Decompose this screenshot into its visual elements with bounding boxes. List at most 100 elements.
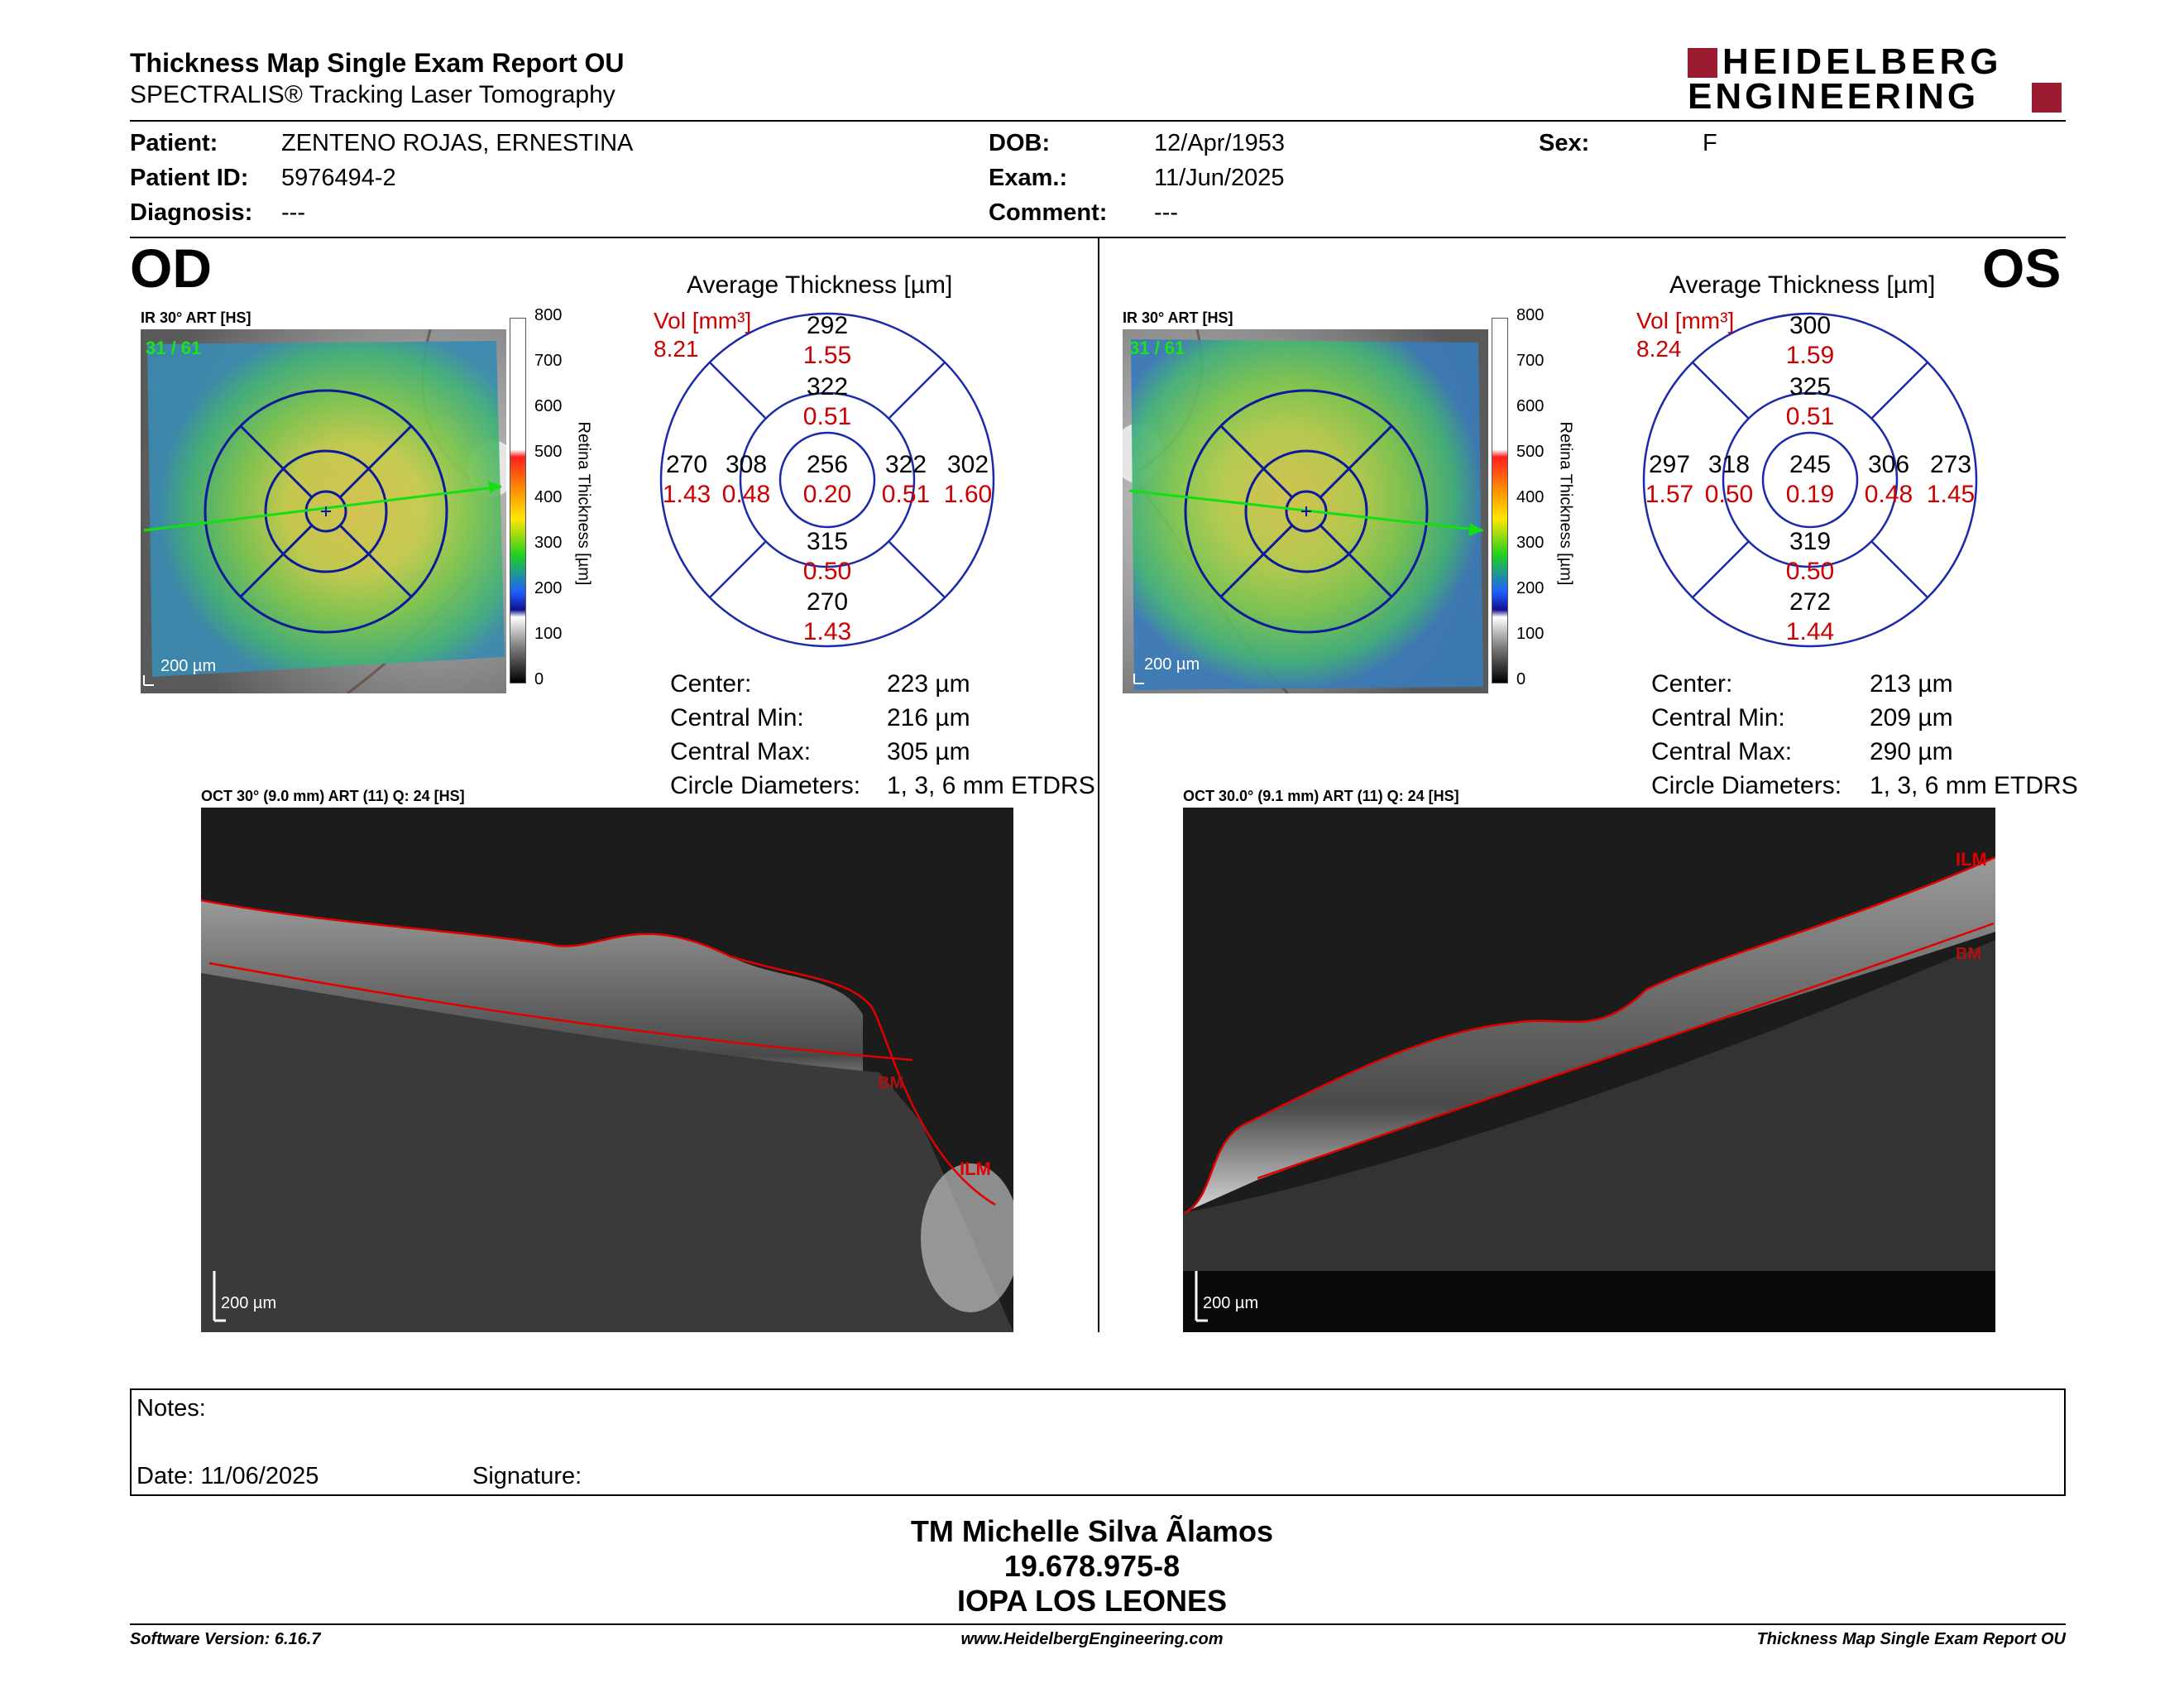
od-outer-left-thickness: 270 (665, 451, 708, 478)
os-inner-top-thickness: 325 (1789, 373, 1832, 400)
os-tick-3: 500 (1516, 443, 1545, 461)
os-tick-7: 100 (1516, 625, 1545, 643)
od-center-label: Center: (670, 670, 752, 698)
os-bm-label: BM (1956, 945, 1982, 963)
os-tick-2: 600 (1516, 397, 1545, 415)
od-tick-0: 800 (534, 306, 563, 324)
od-diam-label: Circle Diameters: (670, 772, 861, 799)
os-ilm-label: ILM (1956, 849, 1987, 870)
os-min-label: Central Min: (1651, 704, 1785, 731)
os-outer-left-volume: 1.57 (1645, 481, 1694, 508)
os-ir-caption: IR 30° ART [HS] (1123, 309, 1233, 326)
os-oct-caption: OCT 30.0° (9.1 mm) ART (11) Q: 24 [HS] (1183, 788, 1459, 804)
od-ir-counter: 31 / 61 (146, 338, 202, 358)
od-tick-6: 200 (534, 579, 563, 597)
logo-line-2: ENGINEERING (1688, 76, 1980, 117)
patient-id: 5976494-2 (281, 165, 396, 191)
os-oct-scan: ILM BM 200 µm (1183, 808, 1996, 1332)
software-version: Software Version: 6.16.7 (130, 1630, 321, 1648)
os-tick-4: 400 (1516, 488, 1545, 506)
logo-square-icon-2 (2032, 83, 2062, 113)
od-tick-2: 600 (534, 397, 563, 415)
od-bm-label: BM (878, 1074, 904, 1092)
os-diam-value: 1, 3, 6 mm ETDRS (1870, 772, 2078, 799)
od-inner-left-thickness: 308 (725, 451, 768, 478)
signature-label: Signature: (472, 1463, 582, 1489)
od-tick-4: 400 (534, 488, 563, 506)
comment-value: --- (1154, 199, 1178, 226)
od-center-value: 223 µm (887, 670, 970, 698)
os-vol-label: Vol [mm³] (1636, 308, 1735, 333)
heidelberg-logo: HEIDELBERG ENGINEERING (1688, 43, 2068, 117)
os-avg-title: Average Thickness [µm] (1669, 271, 1936, 299)
od-colorbar-ticks: 800 700 600 500 400 300 200 100 0 (534, 306, 568, 695)
notes-date: Date: 11/06/2025 (136, 1463, 319, 1489)
od-vol-value: 8.21 (654, 336, 699, 362)
od-outer-right-volume: 1.60 (943, 481, 993, 508)
os-diam-label: Circle Diameters: (1651, 772, 1842, 799)
od-etdrs-grid: 292 1.55 322 0.51 256 0.20 315 0.50 270 … (658, 310, 997, 650)
notes-box[interactable]: Notes: Date: 11/06/2025 Signature: (130, 1388, 2066, 1496)
os-inner-bottom-volume: 0.50 (1785, 558, 1835, 585)
od-outer-left-volume: 1.43 (662, 481, 711, 508)
patient-name: ZENTENO ROJAS, ERNESTINA (281, 130, 634, 156)
od-tick-7: 100 (534, 625, 563, 643)
os-vol-value: 8.24 (1636, 336, 1682, 362)
od-tick-1: 700 (534, 352, 563, 370)
exam-label: Exam.: (989, 165, 1068, 191)
od-avg-title: Average Thickness [µm] (687, 271, 953, 299)
od-inner-top-volume: 0.51 (802, 403, 852, 430)
os-inner-left-volume: 0.50 (1704, 481, 1754, 508)
sex-label: Sex: (1539, 130, 1590, 156)
os-eye-label: OS (1982, 237, 2062, 299)
os-tick-5: 300 (1516, 534, 1545, 552)
os-oct-scale: 200 µm (1203, 1294, 1259, 1312)
os-outer-top-thickness: 300 (1789, 312, 1832, 339)
os-colorbar-ticks: 800 700 600 500 400 300 200 100 0 (1516, 306, 1549, 695)
os-inner-right-volume: 0.48 (1864, 481, 1913, 508)
od-colorbar (510, 318, 526, 683)
od-tick-3: 500 (534, 443, 563, 461)
report-subtitle: SPECTRALIS® Tracking Laser Tomography (130, 81, 615, 108)
diagnosis-value: --- (281, 199, 305, 226)
os-tick-8: 0 (1516, 670, 1526, 688)
od-center-thickness: 256 (806, 451, 849, 478)
report-title: Thickness Map Single Exam Report OU (130, 48, 625, 78)
od-outer-bottom-thickness: 270 (806, 588, 849, 616)
od-oct-scale: 200 µm (221, 1294, 277, 1312)
os-max-value: 290 µm (1870, 738, 1953, 765)
footer-divider (130, 1623, 2066, 1625)
eye-divider (1098, 238, 1099, 1332)
signer-id: 19.678.975-8 (1003, 1549, 1181, 1583)
od-outer-bottom-volume: 1.43 (802, 618, 852, 645)
od-oct-caption: OCT 30° (9.0 mm) ART (11) Q: 24 [HS] (201, 788, 465, 804)
os-etdrs-grid: 300 1.59 325 0.51 245 0.19 319 0.50 272 … (1640, 310, 1980, 650)
od-tick-5: 300 (534, 534, 563, 552)
exam-value: 11/Jun/2025 (1154, 165, 1285, 191)
od-inner-right-volume: 0.51 (881, 481, 931, 508)
od-diam-value: 1, 3, 6 mm ETDRS (887, 772, 1095, 799)
os-inner-left-thickness: 318 (1707, 451, 1751, 478)
signer-name: TM Michelle Silva Ãlamos (910, 1514, 1274, 1548)
od-ir-caption: IR 30° ART [HS] (141, 309, 251, 326)
os-tick-1: 700 (1516, 352, 1545, 370)
comment-label: Comment: (989, 199, 1108, 226)
od-outer-right-thickness: 302 (946, 451, 989, 478)
patient-label: Patient: (130, 130, 218, 156)
header-divider (130, 120, 2066, 122)
os-ir-scale: 200 µm (1144, 655, 1200, 674)
patient-id-label: Patient ID: (130, 165, 249, 191)
od-tick-8: 0 (534, 670, 544, 688)
od-oct-scan: BM ILM 200 µm (200, 808, 1020, 1332)
od-ilm-label: ILM (960, 1158, 991, 1179)
os-colorbar-label: Retina Thickness [µm] (1556, 421, 1575, 586)
os-center-thickness: 245 (1789, 451, 1832, 478)
os-colorbar (1492, 318, 1508, 683)
os-min-value: 209 µm (1870, 704, 1953, 731)
os-outer-top-volume: 1.59 (1785, 342, 1835, 369)
dob-value: 12/Apr/1953 (1154, 130, 1286, 156)
os-inner-top-volume: 0.51 (1785, 403, 1835, 430)
website-link[interactable]: www.HeidelbergEngineering.com (960, 1630, 1224, 1648)
os-outer-bottom-volume: 1.44 (1785, 618, 1835, 645)
sex-value: F (1703, 130, 1717, 156)
